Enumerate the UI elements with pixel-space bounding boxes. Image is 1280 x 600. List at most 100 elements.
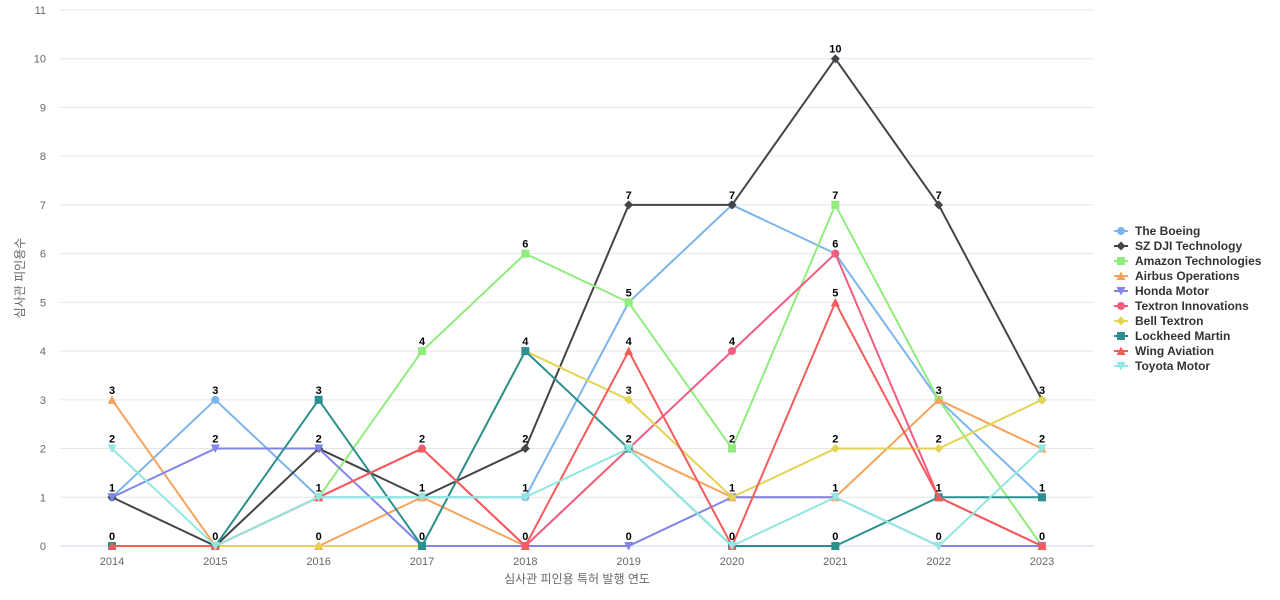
legend-label: Textron Innovations	[1135, 299, 1249, 313]
data-label: 0	[1039, 531, 1045, 543]
data-label: 0	[522, 531, 528, 543]
data-point	[210, 542, 220, 551]
legend-symbol	[1116, 287, 1126, 296]
data-point	[1038, 493, 1046, 502]
series-line	[111, 447, 1043, 547]
y-tick-label: 5	[40, 297, 46, 309]
data-point	[624, 542, 634, 551]
legend-label: Amazon Technologies	[1135, 254, 1262, 268]
legend-symbol	[1117, 332, 1125, 340]
x-tick-label: 2019	[616, 556, 640, 568]
data-point	[728, 444, 736, 453]
legend-symbol	[1116, 346, 1126, 355]
x-tick-label: 2017	[410, 556, 434, 568]
legend-item[interactable]: Wing Aviation	[1114, 344, 1214, 358]
data-label: 5	[626, 287, 632, 299]
y-tick-label: 1	[40, 492, 46, 504]
data-point	[624, 200, 634, 210]
legend-label: SZ DJI Technology	[1135, 239, 1242, 253]
data-point	[314, 541, 324, 551]
data-point	[831, 249, 840, 258]
data-point	[934, 492, 944, 502]
data-label: 5	[832, 287, 838, 299]
legend-label: The Boeing	[1135, 224, 1200, 238]
data-point	[418, 542, 426, 550]
x-tick-label: 2015	[203, 556, 227, 568]
legend-item[interactable]: Honda Motor	[1114, 284, 1209, 298]
legend-symbol	[1117, 302, 1125, 310]
data-label: 1	[316, 482, 322, 494]
legend-item[interactable]: Toyota Motor	[1114, 359, 1210, 373]
data-label: 2	[936, 434, 942, 446]
data-label: 1	[936, 482, 942, 494]
legend-symbol	[1117, 227, 1125, 235]
data-point	[107, 541, 117, 550]
data-label: 2	[109, 434, 115, 446]
data-label: 4	[522, 336, 529, 348]
legend-item[interactable]: The Boeing	[1114, 224, 1200, 238]
x-tick-label: 2016	[306, 556, 330, 568]
series-line	[112, 301, 1043, 547]
data-label: 3	[212, 385, 218, 397]
legend-item[interactable]: Textron Innovations	[1114, 299, 1249, 313]
data-label: 4	[419, 336, 426, 348]
data-point	[1037, 395, 1047, 405]
data-label: 0	[109, 531, 115, 543]
data-point	[314, 444, 324, 454]
x-tick-label: 2021	[823, 556, 847, 568]
data-label: 2	[212, 434, 218, 446]
data-point	[727, 492, 737, 502]
data-label: 4	[729, 336, 736, 348]
y-tick-label: 4	[40, 346, 46, 358]
data-label: 1	[832, 482, 838, 494]
data-label: 6	[522, 239, 528, 251]
data-label: 2	[316, 434, 322, 446]
y-tick-label: 9	[40, 102, 46, 114]
data-point	[211, 395, 220, 404]
data-point	[520, 493, 530, 502]
data-label: 7	[729, 190, 735, 202]
data-label: 3	[626, 385, 632, 397]
data-label: 3	[316, 385, 322, 397]
legend-label: Wing Aviation	[1135, 344, 1214, 358]
data-label: 0	[419, 531, 425, 543]
x-tick-label: 2022	[926, 556, 950, 568]
data-point	[830, 54, 840, 64]
legend-label: Lockheed Martin	[1135, 329, 1230, 343]
data-label: 7	[832, 190, 838, 202]
data-label: 1	[419, 482, 425, 494]
data-point	[417, 444, 427, 453]
legend-item[interactable]: Lockheed Martin	[1114, 329, 1230, 343]
data-point	[624, 444, 634, 454]
data-point	[107, 493, 117, 502]
data-point	[727, 200, 737, 210]
legend-item[interactable]: Airbus Operations	[1114, 269, 1240, 283]
series-line	[112, 350, 1043, 547]
data-label: 0	[212, 531, 218, 543]
data-point	[107, 444, 117, 454]
x-tick-label: 2014	[100, 556, 124, 568]
y-tick-label: 10	[34, 54, 46, 66]
data-point	[830, 493, 840, 502]
legend-item[interactable]: Amazon Technologies	[1114, 254, 1262, 268]
data-label: 1	[522, 482, 528, 494]
data-point	[314, 493, 324, 502]
data-label: 3	[109, 385, 115, 397]
data-label: 2	[522, 434, 528, 446]
data-point	[314, 395, 323, 404]
series-lines	[107, 54, 1047, 551]
legend-symbol	[1116, 271, 1126, 280]
legend-item[interactable]: Bell Textron	[1114, 314, 1203, 328]
legend-label: Honda Motor	[1135, 284, 1209, 298]
data-label: 2	[1039, 434, 1045, 446]
data-point	[417, 493, 427, 502]
data-label: 1	[1039, 482, 1045, 494]
data-label: 2	[832, 434, 838, 446]
legend-item[interactable]: SZ DJI Technology	[1114, 239, 1242, 253]
x-tick-label: 2020	[720, 556, 744, 568]
data-label: 2	[729, 434, 735, 446]
y-axis-title: 심사관 피인용수	[13, 238, 27, 319]
data-label: 0	[316, 531, 322, 543]
legend-label: Bell Textron	[1135, 314, 1203, 328]
